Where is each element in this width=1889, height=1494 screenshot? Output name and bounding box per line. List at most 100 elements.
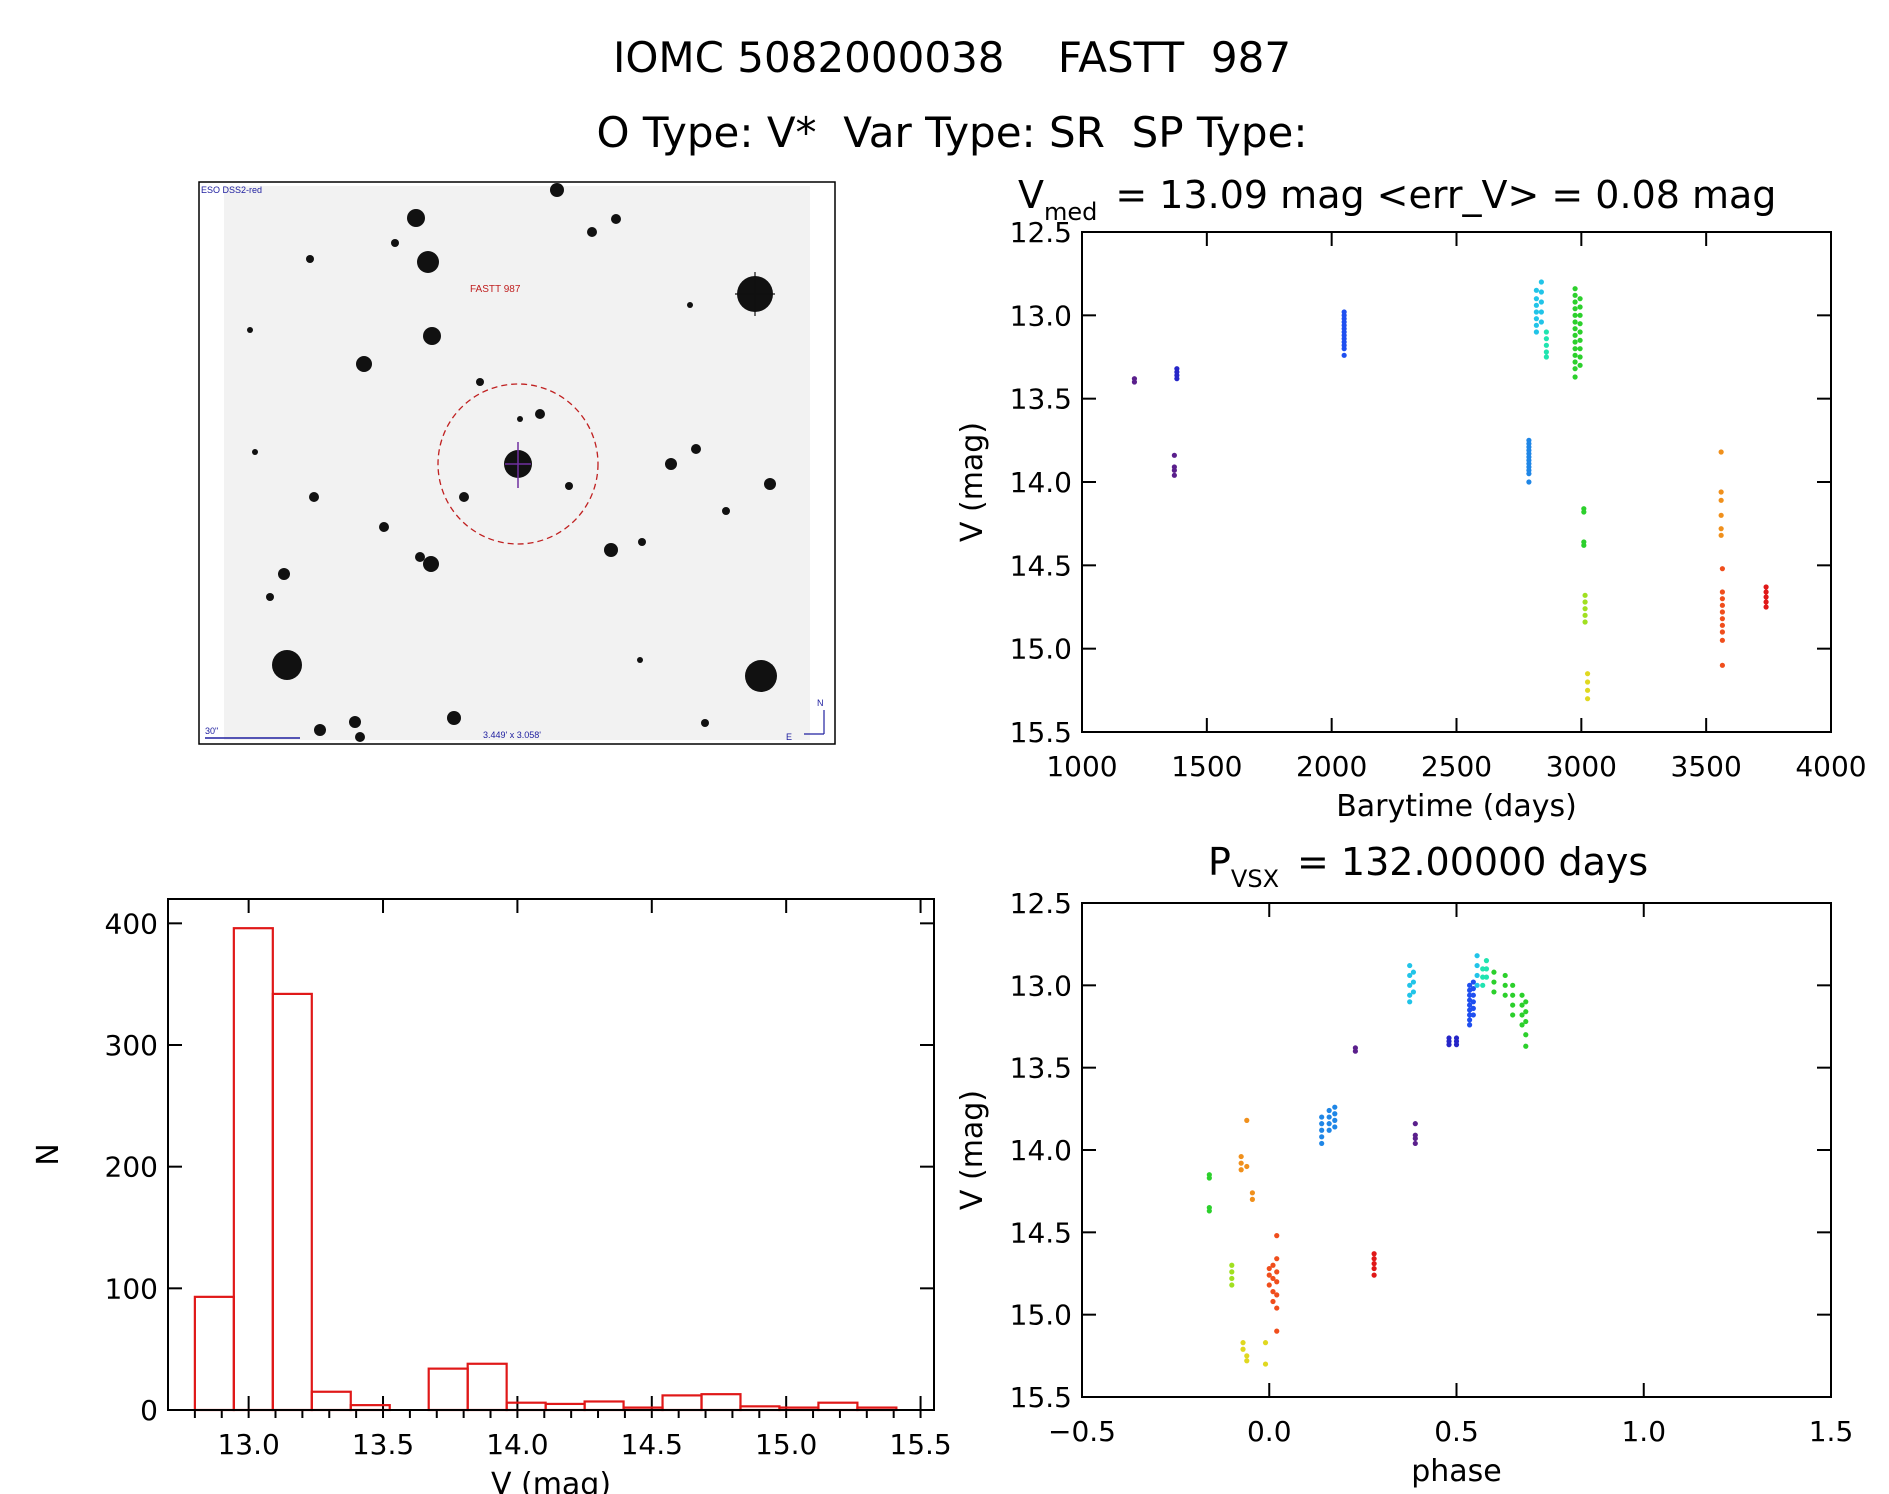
lightcurve-point	[1577, 304, 1583, 310]
phased-point	[1274, 1233, 1280, 1239]
phased-point	[1371, 1251, 1377, 1257]
phased-point	[1467, 992, 1473, 998]
finder-star	[687, 302, 693, 308]
histogram-bar	[583, 1400, 625, 1412]
lightcurve-point	[1174, 376, 1180, 382]
finder-star	[722, 507, 730, 515]
phased-point	[1262, 1340, 1269, 1346]
phased-point	[1470, 1012, 1476, 1018]
lightcurve-point	[1582, 612, 1588, 618]
lightcurve-xtick-label: 1000	[1046, 750, 1117, 783]
phased-xtick-label: 0.5	[1434, 1415, 1479, 1448]
lightcurve-point	[1171, 467, 1177, 473]
phased-point	[1453, 1042, 1460, 1048]
finder-star	[356, 356, 372, 372]
lightcurve-point	[1719, 637, 1725, 643]
lightcurve-point	[1572, 352, 1578, 358]
lightcurve-xlabel: Barytime (days)	[1336, 789, 1577, 824]
histogram-xtick-label: 13.5	[352, 1428, 414, 1461]
histogram-ytick-label: 300	[105, 1029, 158, 1062]
phased-point	[1244, 1163, 1250, 1170]
phased-point	[1446, 1042, 1452, 1048]
phased-point	[1206, 1175, 1212, 1181]
histogram-tick-labels: 13.0 13.5 14.0 14.5 15.0 15.5 0 100 200 300 400	[105, 907, 952, 1461]
phased-point	[1470, 1005, 1476, 1011]
lightcurve-point	[1538, 289, 1544, 295]
lightcurve-point	[1526, 479, 1532, 485]
phased-point	[1470, 979, 1476, 985]
phased-point	[1319, 1140, 1325, 1147]
figure-subtitle: O Type: V* Var Type: SR SP Type:	[596, 108, 1307, 157]
lightcurve-ticks	[1081, 231, 1832, 733]
lightcurve-title: Vmed = 13.09 mag <err_V> = 0.08 mag	[1018, 173, 1776, 226]
finder-target-label: FASTT 987	[470, 284, 521, 295]
histogram-xtick-label: 15.5	[889, 1428, 951, 1461]
lightcurve-ytick-label: 13.0	[1010, 299, 1072, 332]
lightcurve-point	[1763, 604, 1769, 610]
phased-point	[1332, 1104, 1338, 1110]
lightcurve-point	[1171, 452, 1177, 458]
phased-point	[1229, 1262, 1235, 1268]
lightcurve-title-rest: = 13.09 mag <err_V> = 0.08 mag	[1115, 173, 1776, 217]
phased-point	[1410, 969, 1417, 975]
lightcurve-point	[1719, 662, 1725, 668]
phased-point	[1519, 1012, 1525, 1018]
phased-point	[1412, 1140, 1418, 1147]
lightcurve-point	[1577, 296, 1583, 302]
phased-point	[1410, 979, 1417, 985]
lightcurve-point	[1543, 336, 1549, 342]
lightcurve-point	[1582, 606, 1588, 612]
phased-point	[1470, 986, 1476, 992]
lightcurve-point	[1526, 471, 1532, 477]
lightcurve-point	[1533, 302, 1539, 308]
lightcurve-point	[1584, 696, 1591, 702]
phased-point	[1274, 1292, 1280, 1298]
lightcurve-point	[1584, 687, 1591, 693]
lightcurve-point	[1718, 512, 1724, 518]
finder-scale-label: 30"	[205, 726, 218, 736]
finder-star	[447, 711, 461, 725]
finder-star	[309, 492, 319, 502]
phased-point	[1480, 966, 1486, 972]
phased-point	[1319, 1127, 1325, 1133]
histogram-frame	[167, 898, 935, 1411]
phased-point	[1206, 1208, 1212, 1214]
compass-east-label: E	[786, 732, 792, 742]
phased-ticks	[1081, 902, 1832, 1398]
lightcurve-point	[1543, 342, 1549, 348]
lightcurve-point	[1572, 292, 1578, 298]
lightcurve-point	[1719, 629, 1725, 635]
phased-point	[1319, 1114, 1325, 1120]
phased-ytick-label: 15.5	[1010, 1381, 1072, 1414]
phased-title-rest: = 132.00000 days	[1297, 840, 1648, 884]
lightcurve-point	[1581, 542, 1587, 548]
phased-point	[1502, 982, 1508, 988]
lightcurve-point	[1533, 322, 1539, 328]
phased-point	[1519, 1002, 1525, 1008]
finder-survey-label: ESO DSS2-red	[201, 185, 262, 195]
lightcurve-point	[1719, 609, 1725, 615]
lightcurve-point	[1572, 312, 1578, 318]
lightcurve-point	[1719, 596, 1725, 602]
phased-point	[1326, 1127, 1332, 1133]
figure-title: IOMC 5082000038 FASTT 987	[613, 33, 1291, 82]
phased-point	[1371, 1265, 1377, 1272]
finder-star	[691, 444, 701, 454]
phased-ytick-label: 13.5	[1010, 1052, 1072, 1085]
lightcurve-point	[1582, 619, 1588, 625]
lightcurve-point	[1572, 306, 1578, 312]
phased-ylabel: V (mag)	[955, 1090, 990, 1210]
phased-point	[1407, 972, 1413, 979]
lightcurve-point	[1763, 594, 1769, 600]
finder-star	[665, 458, 677, 470]
phased-point	[1238, 1153, 1244, 1160]
histogram-bar	[661, 1394, 703, 1412]
lightcurve-point	[1718, 449, 1724, 455]
phased-point	[1371, 1272, 1377, 1278]
phased-point	[1523, 999, 1529, 1005]
lightcurve-frame	[1081, 231, 1832, 733]
phased-point	[1238, 1167, 1244, 1173]
histogram-bar	[271, 992, 313, 1412]
phased-point	[1229, 1275, 1235, 1282]
lightcurve-point	[1577, 329, 1583, 335]
